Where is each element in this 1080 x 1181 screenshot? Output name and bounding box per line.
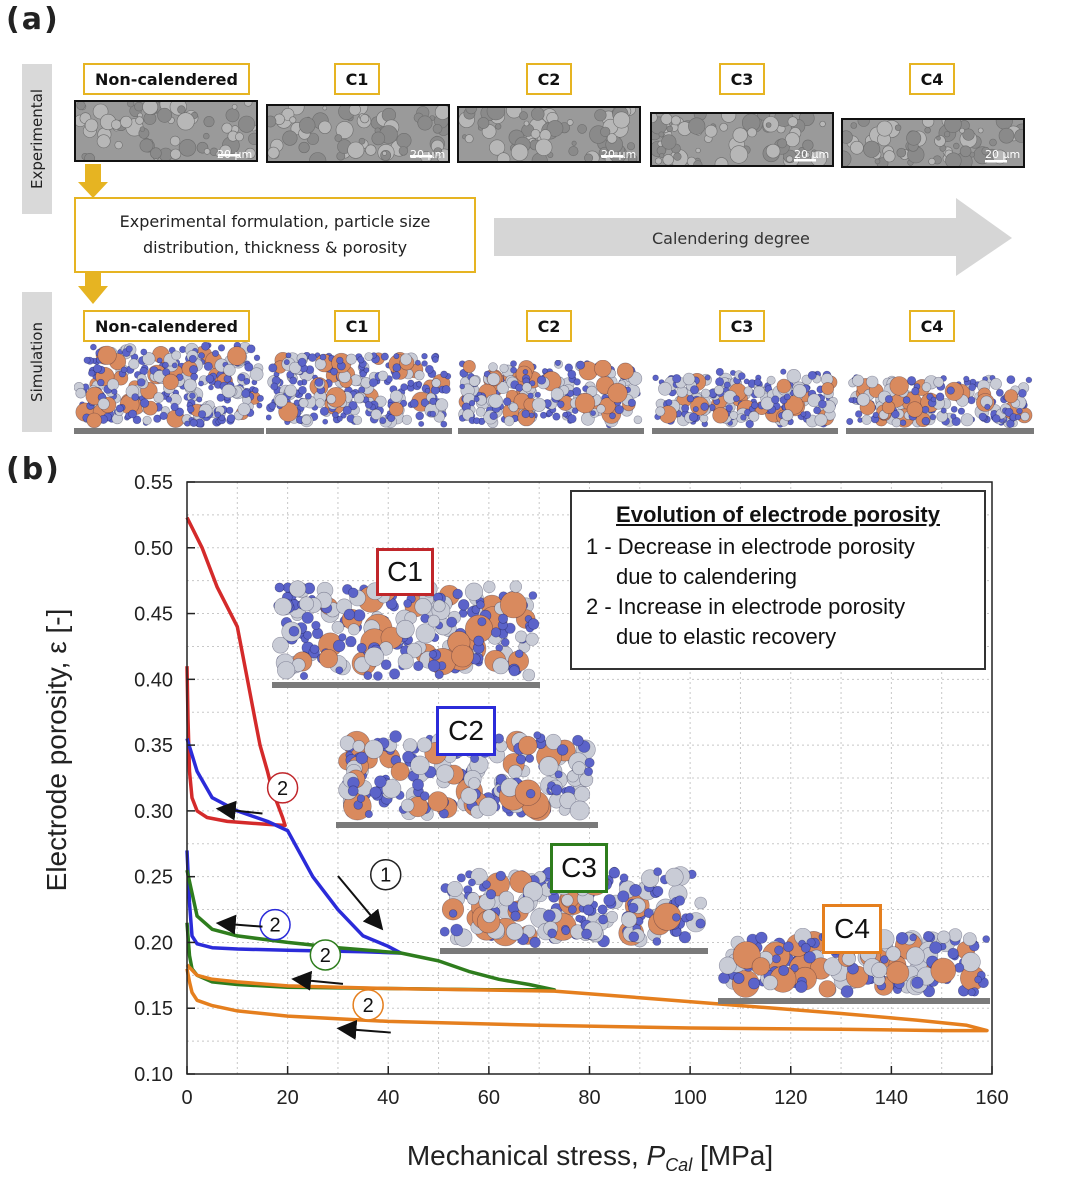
annotation-circle [352,989,384,1021]
annotation-number: 1 [380,865,391,887]
annotation-number: 2 [320,945,331,967]
x-tick-label: 40 [377,1087,399,1109]
stage-label-c3-sim: C3 [719,310,765,342]
simulation-image-c3 [652,368,838,434]
stage-label-c4-sim: C4 [909,310,955,342]
stage-label-c4-exp: C4 [909,63,955,95]
inset-label-c1: C1 [376,548,434,596]
x-tick-label: 140 [875,1087,908,1109]
stage-label-c1-sim: C1 [334,310,380,342]
y-tick-label: 0.45 [134,604,173,626]
scale-bar [794,159,816,162]
right-arrow-icon [494,198,1012,276]
inset-label-c3: C3 [550,843,608,893]
stage-label-c2-exp: C2 [526,63,572,95]
y-tick-label: 0.35 [134,735,173,757]
y-tick-label: 0.40 [134,669,173,691]
x-tick-label: 160 [975,1087,1008,1109]
simulation-image-c1 [266,352,452,434]
chart-annotations: 2 1 2 2 2 [215,772,402,1040]
annotation-arrow-icon [337,875,384,931]
y-tick-label: 0.55 [134,472,173,494]
simulation-image-noncalendered [74,342,264,434]
simulation-row-label: Simulation [22,292,52,432]
y-tick-label: 0.15 [134,998,173,1020]
chart-ticks: 0 20 40 60 80 100 120 140 160 0.10 0.15 0.20 0.25 0.3… [134,472,1009,1109]
x-tick-label: 20 [277,1087,299,1109]
down-arrow-icon [78,268,108,304]
inset-image-c4 [718,928,990,1004]
legend-item-1: 1 - Decrease in electrode porosity due t… [586,534,915,589]
y-tick-label: 0.50 [134,538,173,560]
flow-arrows [78,164,108,304]
scale-bar [985,160,1007,163]
annotation-number: 2 [363,995,374,1017]
simulation-image-c4 [846,374,1034,434]
stage-label-c3-exp: C3 [719,63,765,95]
x-tick-label: 100 [673,1087,706,1109]
sem-image-c2 [457,106,641,163]
x-tick-label: 60 [478,1087,500,1109]
sem-image-noncalendered [74,100,258,162]
legend-title: Evolution of electrode porosity [616,502,940,527]
scale-bar-label: 20 µm [410,148,446,161]
stage-label-noncalendered-exp: Non-calendered [83,63,250,95]
stage-label-c1-exp: C1 [334,63,380,95]
y-tick-label: 0.20 [134,932,173,954]
calendering-arrow [494,198,1012,276]
panel-b-label: (b) [6,452,61,487]
x-axis-title: Mechanical stress, PCal [MPa] [407,1140,773,1175]
inset-label-c4: C4 [822,904,882,954]
scale-bar-label: 20 µm [601,148,637,161]
scale-bar [218,154,240,157]
down-arrow-icon [78,164,108,198]
legend-item-2: 2 - Increase in electrode porosity due t… [586,594,906,649]
formulation-box: Experimental formulation, particle size … [74,197,476,273]
scale-bar [601,155,623,158]
y-axis-title: Electrode porosity, ε [-] [41,609,72,892]
stage-label-c2-sim: C2 [526,310,572,342]
annotation-circle [369,858,402,891]
y-tick-label: 0.25 [134,867,173,889]
experimental-row-label: Experimental [22,64,52,214]
annotation-arrow-icon [336,1019,391,1040]
y-tick-label: 0.10 [134,1064,173,1086]
inset-image-c3 [440,866,708,954]
series-line-c4 [185,963,989,1033]
inset-image-c1 [272,580,540,688]
calendering-degree-label: Calendering degree [652,229,810,248]
x-tick-label: 0 [181,1087,192,1109]
legend-box: Evolution of electrode porosity 1 - Decr… [570,490,986,670]
annotation-arrow-icon [215,800,263,821]
series-line-c1 [185,516,287,828]
scale-bar-label: 20 µm [794,148,830,161]
annotation-number: 2 [269,915,280,937]
y-tick-label: 0.30 [134,801,173,823]
scale-bar-label: 20 µm [217,148,253,161]
panel-a-label: (a) [6,2,60,37]
annotation-arrow-icon [215,914,263,935]
x-tick-label: 80 [578,1087,600,1109]
inset-label-c2: C2 [436,706,496,756]
series-line-c2 [185,737,403,955]
stage-label-noncalendered-sim: Non-calendered [83,310,250,342]
chart-series [185,516,989,1033]
sem-image-c4 [841,118,1025,168]
annotation-circle [266,772,299,804]
scale-bar-label: 20 µm [985,148,1021,161]
annotation-arrow-icon [291,970,344,991]
annotation-circle [259,908,291,941]
sem-image-c3 [650,112,834,167]
annotation-circle [309,939,342,971]
x-tick-label: 120 [774,1087,807,1109]
scale-bar [410,155,432,158]
sem-image-c1 [266,104,450,163]
simulation-image-c2 [458,360,644,434]
annotation-number: 2 [277,778,288,800]
